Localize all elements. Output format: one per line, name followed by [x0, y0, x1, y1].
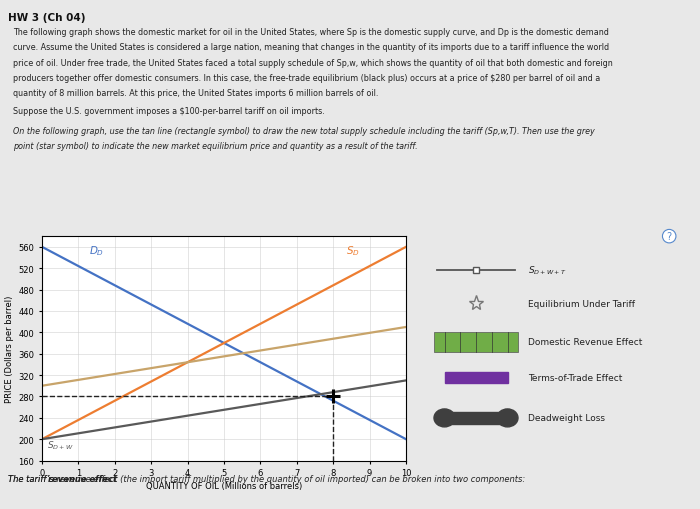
Text: ?: ? [666, 232, 672, 242]
Text: The tariff’s revenue effect (the import tariff multiplied by the quantity of oil: The tariff’s revenue effect (the import … [8, 474, 526, 484]
Circle shape [497, 409, 518, 427]
Text: revenue effect: revenue effect [48, 474, 116, 484]
Text: HW 3 (Ch 04): HW 3 (Ch 04) [8, 13, 86, 23]
Circle shape [434, 409, 455, 427]
Text: Deadweight Loss: Deadweight Loss [528, 414, 606, 422]
Text: Equilibrium Under Tariff: Equilibrium Under Tariff [528, 299, 636, 308]
Text: $S_D$: $S_D$ [346, 244, 360, 258]
Text: $S_{D+W+T}$: $S_{D+W+T}$ [528, 264, 567, 276]
Text: price of oil. Under free trade, the United States faced a total supply schedule : price of oil. Under free trade, the Unit… [13, 59, 612, 68]
Text: $S_{D+W}$: $S_{D+W}$ [48, 439, 74, 451]
Text: curve. Assume the United States is considered a large nation, meaning that chang: curve. Assume the United States is consi… [13, 43, 609, 52]
Text: The following graph shows the domestic market for oil in the United States, wher: The following graph shows the domestic m… [13, 28, 608, 37]
Text: The tariff’s: The tariff’s [8, 474, 57, 484]
Text: producers together offer domestic consumers. In this case, the free-trade equili: producers together offer domestic consum… [13, 74, 600, 83]
Y-axis label: PRICE (Dollars per barrel): PRICE (Dollars per barrel) [5, 295, 14, 402]
Text: $D_D$: $D_D$ [90, 244, 104, 258]
FancyBboxPatch shape [444, 412, 508, 423]
FancyBboxPatch shape [434, 332, 518, 352]
Text: Terms-of-Trade Effect: Terms-of-Trade Effect [528, 373, 623, 382]
FancyBboxPatch shape [444, 372, 508, 383]
Text: point (star symbol) to indicate the new market equilibrium price and quantity as: point (star symbol) to indicate the new … [13, 142, 417, 151]
X-axis label: QUANTITY OF OIL (Millions of barrels): QUANTITY OF OIL (Millions of barrels) [146, 482, 302, 490]
Text: On the following graph, use the tan line (rectangle symbol) to draw the new tota: On the following graph, use the tan line… [13, 127, 594, 136]
Text: Domestic Revenue Effect: Domestic Revenue Effect [528, 337, 643, 347]
Text: quantity of 8 million barrels. At this price, the United States imports 6 millio: quantity of 8 million barrels. At this p… [13, 89, 378, 98]
Text: Suppose the U.S. government imposes a $100-per-barrel tariff on oil imports.: Suppose the U.S. government imposes a $1… [13, 106, 324, 116]
